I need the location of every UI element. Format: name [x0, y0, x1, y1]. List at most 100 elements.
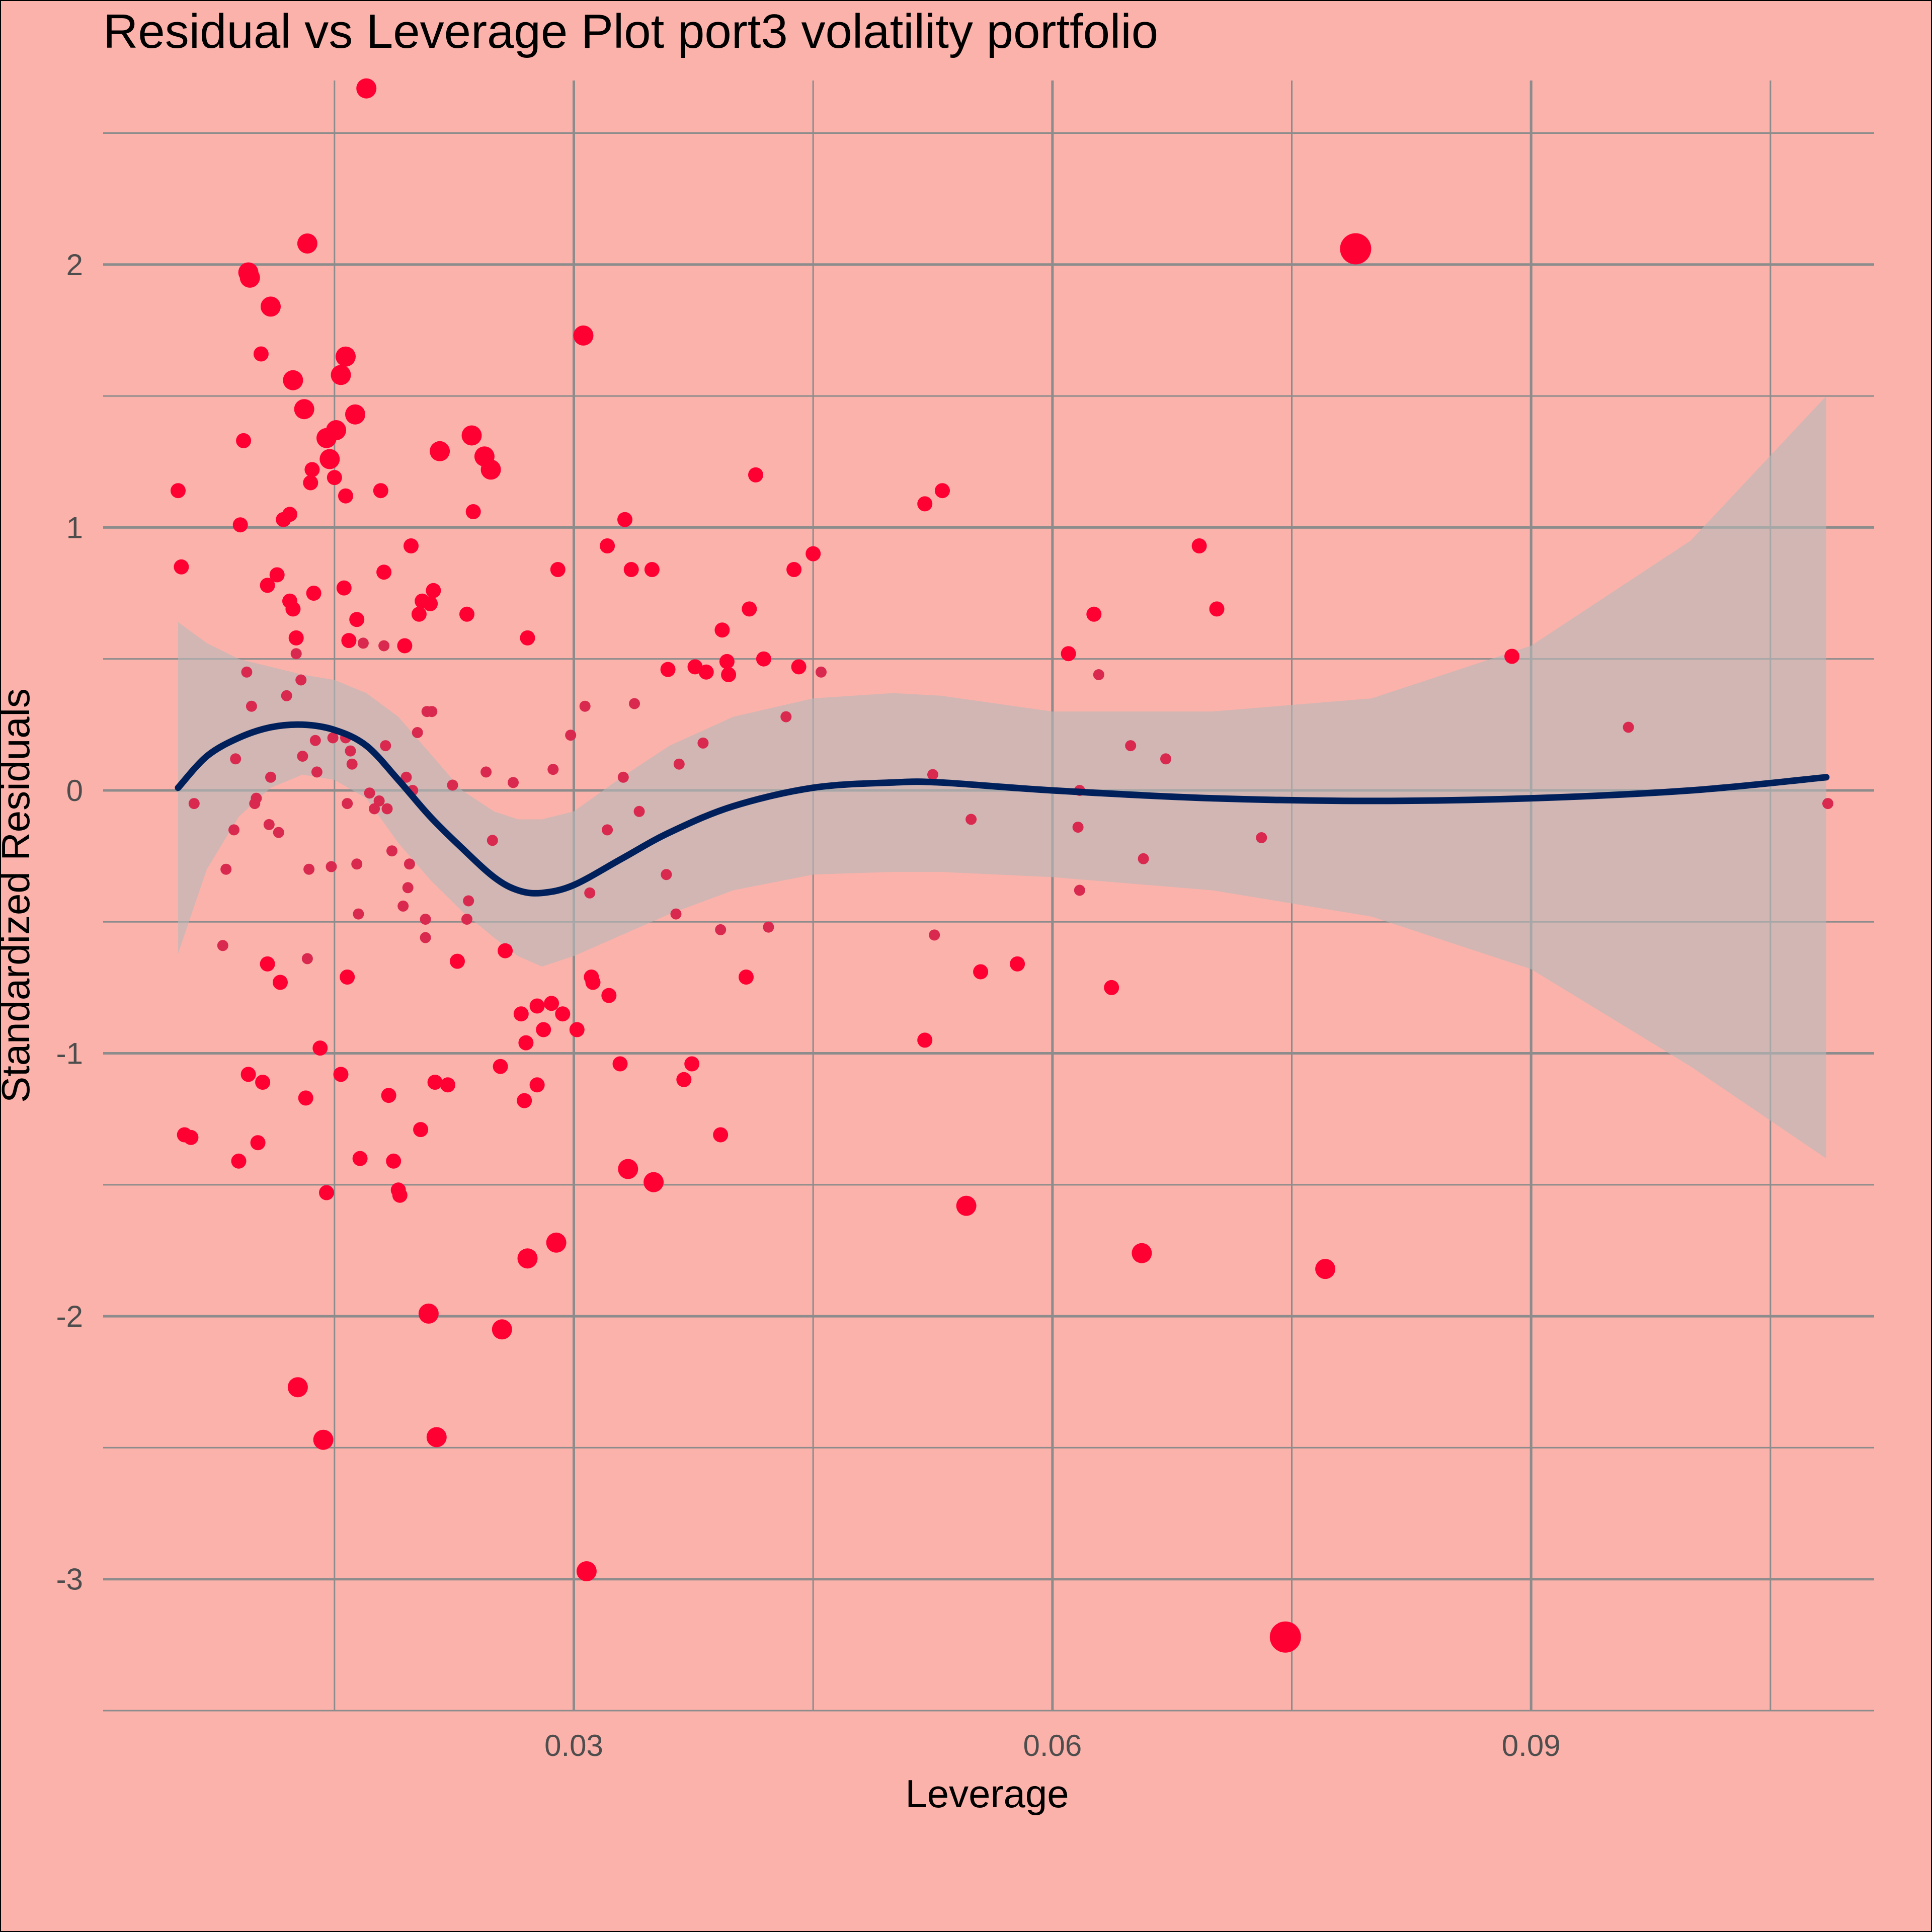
data-point-204 [1160, 753, 1171, 765]
data-point-126 [498, 943, 513, 958]
data-point-8 [230, 753, 242, 765]
data-point-73 [351, 858, 363, 870]
data-point-172 [714, 622, 730, 638]
data-point-47 [304, 462, 320, 477]
data-point-7 [228, 824, 239, 836]
x-axis-title: Leverage [905, 1772, 1069, 1816]
data-point-39 [295, 674, 307, 686]
data-point-12 [241, 666, 253, 678]
data-point-27 [269, 567, 285, 583]
data-point-0 [171, 483, 186, 499]
data-point-129 [517, 1093, 532, 1108]
data-point-83 [378, 640, 390, 652]
data-point-210 [1340, 233, 1372, 265]
data-point-5 [217, 940, 228, 951]
confidence-band [178, 396, 1826, 1159]
data-point-164 [673, 758, 685, 770]
data-point-168 [697, 737, 709, 749]
data-point-187 [927, 769, 938, 780]
data-point-90 [392, 1187, 408, 1203]
data-point-131 [520, 630, 535, 646]
data-point-95 [404, 858, 415, 870]
data-point-58 [327, 470, 342, 486]
data-point-181 [786, 562, 802, 577]
data-point-130 [518, 1035, 534, 1051]
y-tick-label-4: 1 [66, 511, 83, 544]
data-point-189 [935, 483, 950, 499]
data-point-37 [290, 648, 302, 660]
y-tick-labels: -3 -2 -1 0 1 2 [56, 248, 83, 1596]
data-point-175 [739, 970, 754, 985]
data-point-57 [327, 732, 339, 744]
data-point-108 [426, 583, 441, 598]
data-point-113 [447, 779, 458, 791]
data-point-186 [917, 1032, 933, 1048]
data-point-14 [239, 267, 260, 288]
data-point-87 [386, 845, 397, 857]
data-point-88 [386, 1153, 401, 1169]
data-point-119 [465, 504, 481, 519]
data-point-194 [1061, 646, 1076, 662]
data-point-165 [676, 1072, 692, 1087]
data-point-203 [1138, 853, 1149, 864]
data-point-53 [319, 1185, 334, 1200]
data-point-60 [331, 365, 351, 385]
data-point-77 [356, 78, 377, 99]
data-point-92 [397, 638, 413, 654]
data-point-150 [600, 538, 615, 553]
data-point-41 [294, 399, 314, 420]
y-tick-label-0: -3 [56, 1563, 83, 1596]
data-point-67 [340, 970, 355, 985]
data-point-141 [565, 730, 577, 741]
data-point-94 [402, 882, 414, 894]
data-point-25 [261, 296, 281, 317]
data-point-4 [188, 798, 200, 810]
data-point-18 [251, 792, 262, 804]
data-point-109 [427, 1075, 443, 1090]
data-point-6 [220, 863, 232, 875]
data-point-22 [260, 578, 275, 593]
data-point-159 [644, 562, 660, 577]
data-point-35 [283, 370, 303, 390]
data-point-42 [298, 1090, 313, 1106]
data-point-149 [602, 824, 613, 836]
data-point-135 [536, 1022, 551, 1037]
data-point-86 [381, 1088, 396, 1103]
data-point-170 [713, 1127, 729, 1143]
data-point-134 [529, 1077, 545, 1093]
x-tick-label-2: 0.09 [1502, 1729, 1561, 1762]
data-point-180 [780, 711, 792, 722]
data-point-112 [440, 1077, 455, 1093]
data-point-82 [376, 565, 392, 580]
data-point-208 [1269, 1621, 1301, 1653]
data-point-24 [263, 819, 275, 830]
data-point-63 [336, 346, 356, 367]
data-point-81 [373, 483, 388, 499]
data-point-116 [461, 914, 472, 925]
data-point-75 [352, 1151, 368, 1166]
data-point-62 [336, 580, 352, 596]
data-point-74 [353, 908, 364, 920]
data-point-85 [381, 803, 393, 815]
data-point-43 [297, 233, 317, 254]
data-points [171, 78, 1833, 1653]
data-point-146 [584, 887, 596, 899]
data-point-157 [629, 698, 640, 709]
data-point-140 [555, 1006, 571, 1022]
data-point-44 [301, 953, 313, 964]
data-point-66 [342, 798, 353, 810]
data-point-96 [404, 538, 419, 553]
confidence-band-layer [178, 396, 1826, 1159]
data-point-199 [1093, 669, 1104, 680]
data-point-183 [806, 546, 821, 561]
data-point-64 [338, 488, 353, 504]
data-point-84 [380, 740, 391, 752]
data-point-72 [349, 612, 365, 627]
data-point-211 [1504, 649, 1520, 664]
data-point-114 [450, 953, 465, 969]
data-point-185 [917, 496, 933, 512]
data-point-136 [544, 996, 559, 1011]
data-point-1 [174, 559, 189, 575]
data-point-207 [1256, 832, 1267, 843]
data-point-177 [748, 467, 763, 482]
